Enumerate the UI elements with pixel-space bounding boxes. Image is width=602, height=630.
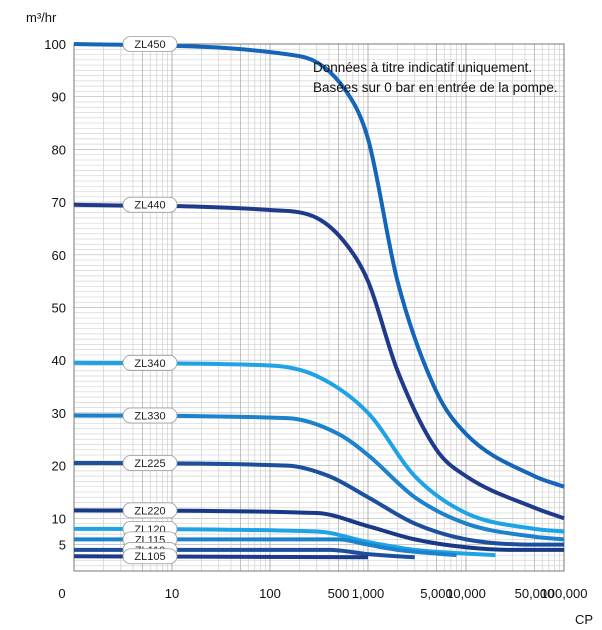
x-tick-label: 5,000 bbox=[420, 586, 453, 601]
series-line-zl450 bbox=[73, 42, 565, 489]
series-line-zl105 bbox=[73, 554, 369, 560]
series-label: ZL330 bbox=[134, 411, 165, 423]
x-tick-label: 500 bbox=[328, 586, 350, 601]
x-tick-label: 0 bbox=[58, 586, 65, 601]
series-line-zl440 bbox=[73, 202, 565, 521]
y-tick-label: 100 bbox=[44, 37, 66, 52]
y-tick-label: 5 bbox=[59, 538, 66, 553]
x-axis-label: CP bbox=[575, 612, 593, 627]
y-tick-label: 80 bbox=[52, 142, 66, 157]
y-tick-label: 40 bbox=[52, 353, 66, 368]
x-tick-label: 10 bbox=[165, 586, 179, 601]
y-axis-label: m³/hr bbox=[26, 10, 57, 25]
y-tick-labels: 100 90 80 70 60 50 40 30 20 10 5 bbox=[44, 37, 66, 553]
series-label: ZL105 bbox=[134, 551, 165, 563]
note-annotation: Données à titre indicatif uniquement. Ba… bbox=[313, 60, 558, 95]
series-line-zl330 bbox=[73, 413, 565, 542]
x-tick-label: 50,000 bbox=[515, 586, 555, 601]
plot-frame bbox=[73, 43, 565, 572]
series-label-pill bbox=[122, 36, 178, 52]
y-tick-label: 60 bbox=[52, 248, 66, 263]
series-line-zl225 bbox=[73, 460, 564, 547]
x-tick-label: 100 bbox=[259, 586, 281, 601]
series-label-pill bbox=[122, 407, 178, 424]
series-line-zl110 bbox=[74, 547, 415, 560]
y-tick-label: 20 bbox=[52, 459, 66, 474]
series-layer bbox=[73, 42, 565, 560]
series-labels: ZL450ZL440ZL340ZL330ZL225ZL220ZL120ZL115… bbox=[122, 36, 178, 565]
series-label-pill bbox=[122, 455, 178, 471]
series-label-pill bbox=[122, 502, 178, 519]
series-label-pill bbox=[122, 548, 178, 565]
x-tick-label: 100,000 bbox=[541, 586, 588, 601]
series-label-pill bbox=[122, 354, 178, 371]
series-line-zl220 bbox=[73, 508, 564, 552]
series-label: ZL450 bbox=[134, 39, 165, 51]
series-label: ZL225 bbox=[134, 458, 165, 470]
note-line-2: Basées sur 0 bar en entrée de la pompe. bbox=[313, 80, 558, 95]
series-line-zl120 bbox=[73, 526, 496, 558]
y-tick-label: 70 bbox=[52, 195, 66, 210]
series-label: ZL340 bbox=[134, 358, 165, 370]
series-line-zl115 bbox=[73, 537, 457, 558]
x-tick-label: 1,000 bbox=[352, 586, 385, 601]
y-tick-label: 30 bbox=[52, 406, 66, 421]
series-line-zl340 bbox=[73, 360, 565, 534]
series-label: ZL220 bbox=[134, 505, 165, 517]
x-tick-label: 10,000 bbox=[446, 586, 486, 601]
y-tick-label: 90 bbox=[52, 90, 66, 105]
series-label: ZL440 bbox=[134, 200, 165, 212]
y-tick-label: 10 bbox=[52, 511, 66, 526]
note-line-1: Données à titre indicatif uniquement. bbox=[313, 60, 532, 75]
y-tick-label: 50 bbox=[52, 301, 66, 316]
series-label-pill bbox=[122, 196, 178, 213]
